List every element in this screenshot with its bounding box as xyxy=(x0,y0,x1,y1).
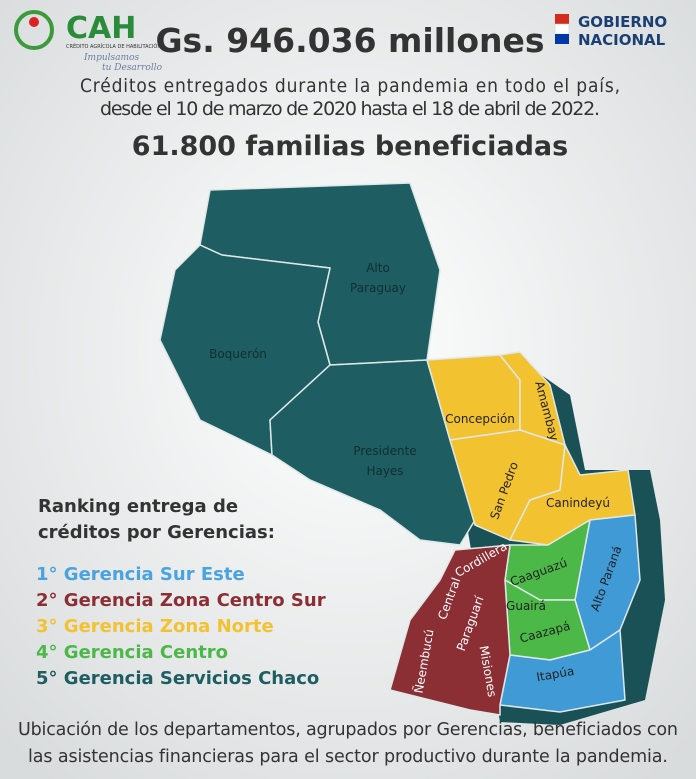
logo-name: CAH xyxy=(66,11,136,46)
region-sur-este xyxy=(499,629,626,713)
ranking-item: 4° Gerencia Centro xyxy=(36,642,228,663)
department-label: Alto xyxy=(366,261,390,275)
footer: las asistencias financieras para el sect… xyxy=(28,747,668,767)
map xyxy=(159,182,665,725)
logo-slogan: Impulsamos xyxy=(83,53,139,63)
government-text: NACIONAL xyxy=(578,31,666,49)
logo: CAH CRÉDITO AGRÍCOLA DE HABILITACIÓN Imp… xyxy=(14,10,163,73)
department-label: Presidente xyxy=(353,444,416,458)
department-label: Itapúa xyxy=(535,664,575,684)
ranking-title: créditos por Gerencias: xyxy=(38,522,275,543)
ranking-title: Ranking entrega de xyxy=(38,496,238,517)
region-centro-sur xyxy=(389,544,511,716)
department-label: Concepción xyxy=(445,412,515,426)
subtitle: Créditos entregados durante la pandemia … xyxy=(80,75,620,97)
ranking-item: 5° Gerencia Servicios Chaco xyxy=(36,668,319,689)
government-text: GOBIERNO xyxy=(578,13,667,31)
ranking-item: 2° Gerencia Zona Centro Sur xyxy=(36,590,326,611)
department-label: Canindeyú xyxy=(546,496,610,510)
subtitle: desde el 10 de marzo de 2020 hasta el 18… xyxy=(100,98,600,120)
title: Gs. 946.036 millones xyxy=(155,21,544,60)
ranking-item: 3° Gerencia Zona Norte xyxy=(36,616,274,637)
government-logo: GOBIERNO NACIONAL xyxy=(554,13,667,49)
department-label: Boquerón xyxy=(209,347,267,361)
families: 61.800 familias beneficiadas xyxy=(132,131,568,162)
logo-subtitle: CRÉDITO AGRÍCOLA DE HABILITACIÓN xyxy=(66,42,161,50)
logo-slogan: tu Desarrollo xyxy=(102,63,163,73)
ranking-list: 1° Gerencia Sur Este 2° Gerencia Zona Cen… xyxy=(36,564,326,689)
department-label: Hayes xyxy=(366,464,403,478)
department-label: Paraguay xyxy=(350,281,406,295)
department-label: Guairá xyxy=(506,599,546,613)
ranking-item: 1° Gerencia Sur Este xyxy=(36,564,245,585)
footer: Ubicación de los departamentos, agrupado… xyxy=(18,720,678,740)
